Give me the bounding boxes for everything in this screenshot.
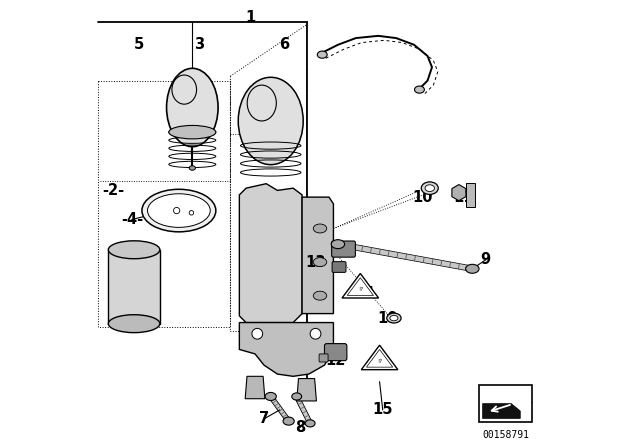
Bar [479,385,532,422]
Text: 9: 9 [481,252,491,267]
Text: 1: 1 [245,10,256,26]
Text: 5: 5 [133,37,144,52]
FancyBboxPatch shape [466,183,475,207]
Ellipse shape [166,69,218,147]
Ellipse shape [332,240,345,249]
Ellipse shape [169,125,216,139]
Ellipse shape [465,264,479,273]
Circle shape [252,328,262,339]
Text: 6: 6 [279,37,289,52]
Ellipse shape [314,258,327,267]
FancyBboxPatch shape [319,354,328,362]
FancyBboxPatch shape [332,262,346,272]
Text: !?: !? [377,359,382,364]
Text: 13: 13 [305,254,326,270]
Text: 11: 11 [453,190,474,205]
Ellipse shape [390,315,398,321]
Ellipse shape [305,420,315,427]
Ellipse shape [108,314,160,332]
Circle shape [189,211,194,215]
Ellipse shape [283,417,294,425]
Polygon shape [239,323,333,376]
Circle shape [173,207,180,214]
Ellipse shape [314,291,327,300]
Ellipse shape [415,86,424,93]
Polygon shape [239,184,302,323]
Ellipse shape [292,393,301,400]
FancyBboxPatch shape [324,344,347,361]
Ellipse shape [142,189,216,232]
Polygon shape [297,379,316,401]
Text: -2-: -2- [103,183,125,198]
Polygon shape [245,376,265,399]
Text: !?: !? [358,287,363,293]
Ellipse shape [265,392,276,401]
Text: 10: 10 [413,190,433,205]
Circle shape [310,328,321,339]
Ellipse shape [189,166,195,170]
Ellipse shape [317,51,327,58]
Text: 3: 3 [194,37,204,52]
Text: 7: 7 [259,411,269,426]
Polygon shape [483,404,520,418]
Ellipse shape [421,182,438,194]
FancyBboxPatch shape [108,250,160,323]
Text: -4-: -4- [121,212,143,227]
Ellipse shape [387,313,401,323]
Ellipse shape [108,241,160,259]
Ellipse shape [425,185,435,192]
Text: 15: 15 [372,402,393,418]
Ellipse shape [147,194,210,228]
Polygon shape [362,345,398,370]
FancyBboxPatch shape [332,241,355,257]
Text: 8: 8 [294,420,305,435]
Ellipse shape [314,224,327,233]
Text: 14: 14 [355,286,375,301]
Text: 10: 10 [377,310,397,326]
Polygon shape [302,197,333,314]
Text: 00158791: 00158791 [482,430,529,440]
Ellipse shape [238,78,303,165]
Text: 12: 12 [326,353,346,368]
Polygon shape [342,273,379,298]
